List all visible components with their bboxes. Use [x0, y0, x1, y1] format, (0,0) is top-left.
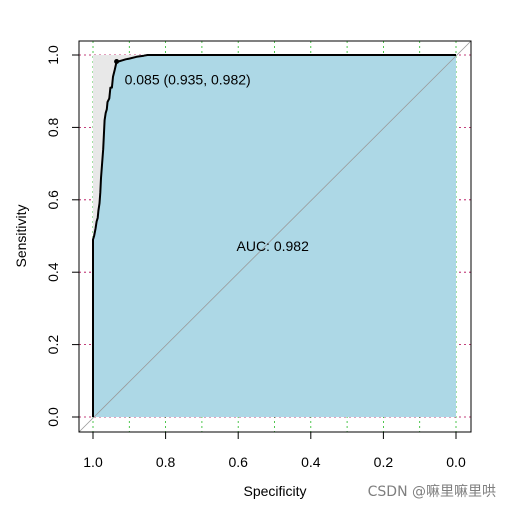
- x-tick-label: 0.0: [446, 454, 466, 470]
- y-tick-label: 0.0: [45, 407, 61, 427]
- x-tick-label: 0.8: [156, 454, 176, 470]
- watermark: CSDN @嘛里嘛里哄: [368, 484, 496, 500]
- x-tick-label: 1.0: [83, 454, 103, 470]
- x-tick-label: 0.2: [374, 454, 394, 470]
- reference-diagonal: [78, 40, 472, 433]
- threshold-label: 0.085 (0.935, 0.982): [125, 72, 251, 88]
- y-tick-label: 1.0: [45, 45, 61, 65]
- y-tick-label: 0.8: [45, 117, 61, 137]
- y-tick-label: 0.2: [45, 335, 61, 355]
- y-axis-label: Sensitivity: [13, 204, 29, 267]
- x-tick-label: 0.4: [301, 454, 321, 470]
- x-tick-label: 0.6: [228, 454, 248, 470]
- y-tick-label: 0.4: [45, 262, 61, 282]
- threshold-point: [114, 59, 120, 65]
- auc-label: AUC: 0.982: [237, 238, 310, 254]
- x-axis: 1.0 0.8 0.6 0.4 0.2 0.0: [83, 431, 466, 470]
- x-axis-label: Specificity: [243, 483, 306, 499]
- auc-polygon-fill: [93, 55, 456, 417]
- y-axis: 0.0 0.2 0.4 0.6 0.8 1.0: [45, 45, 80, 427]
- roc-curve: [92, 54, 456, 417]
- y-tick-label: 0.6: [45, 190, 61, 210]
